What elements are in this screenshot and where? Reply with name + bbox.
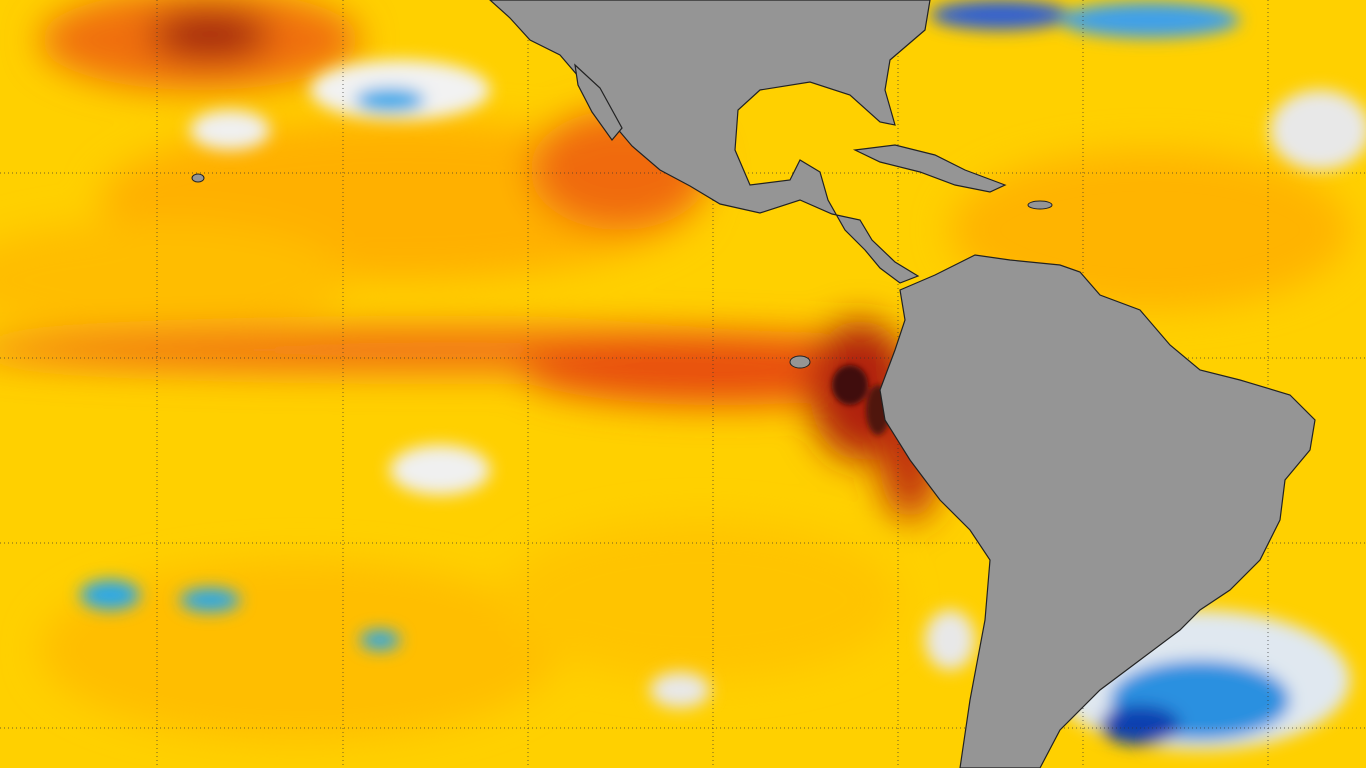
cuba	[852, 144, 1007, 193]
hawaii	[191, 173, 205, 183]
galapagos	[789, 355, 811, 369]
islands	[191, 173, 1053, 369]
hispaniola	[1027, 200, 1053, 210]
baja-california	[574, 63, 623, 141]
south-america	[879, 254, 1316, 768]
warm-anomalies	[0, 0, 1350, 740]
north-america	[489, 0, 931, 284]
